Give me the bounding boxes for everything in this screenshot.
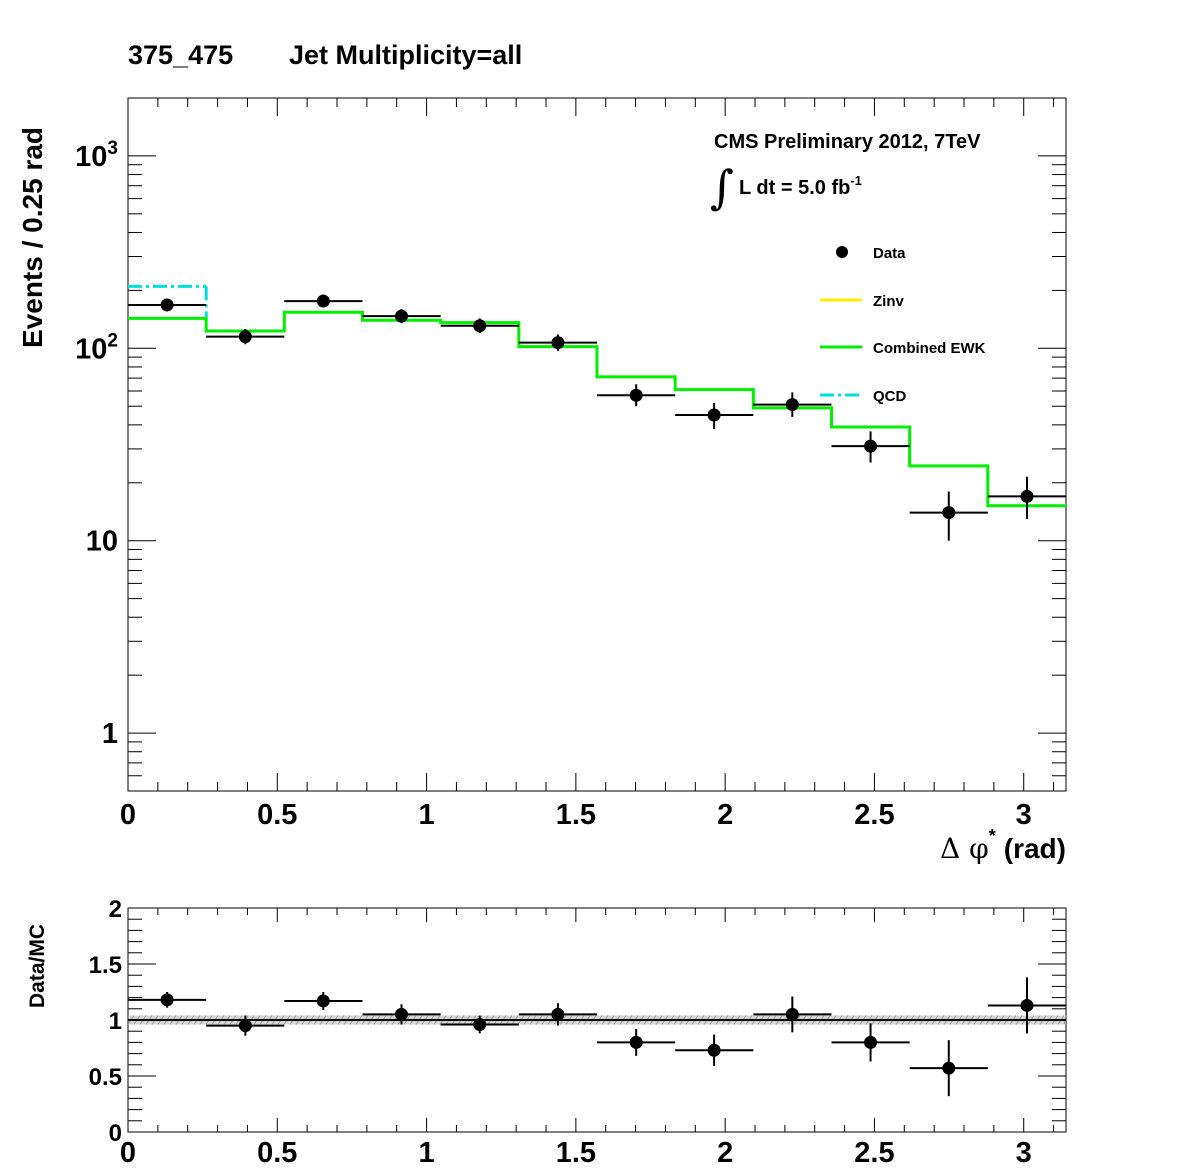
main-x-tick-label: 2.5 xyxy=(854,799,894,831)
ratio-y-tick-label: 0.5 xyxy=(89,1064,122,1091)
legend-ewk-label: Combined EWK xyxy=(873,340,986,357)
ratio-point xyxy=(316,994,330,1008)
ratio-y-tick-label: 1 xyxy=(109,1008,122,1035)
data-point xyxy=(394,309,408,323)
main-y-tick-labels: 1 10 102 103 xyxy=(75,138,118,750)
ratio-x-tick-label: 1.5 xyxy=(556,1137,596,1169)
experiment-label: CMS Preliminary 2012, 7TeV xyxy=(714,131,981,153)
ratio-x-tick-label: 0.5 xyxy=(257,1137,297,1169)
ratio-x-tick-labels: 0 0.5 1 1.5 2 2.5 3 xyxy=(120,1137,1032,1169)
ratio-point xyxy=(707,1043,721,1057)
ratio-point xyxy=(942,1061,956,1075)
data-point xyxy=(551,336,565,350)
integral-symbol: ∫ xyxy=(710,160,734,214)
ratio-x-tick-label: 0 xyxy=(120,1137,136,1169)
legend-qcd-label: QCD xyxy=(873,388,907,405)
ratio-point xyxy=(629,1035,643,1049)
main-x-tick-label: 1 xyxy=(419,799,435,831)
main-y-tick-label: 102 xyxy=(75,330,118,365)
ratio-y-tick-labels: 0 0.5 1 1.5 2 xyxy=(89,896,122,1147)
data-point xyxy=(942,506,956,520)
main-y-tick-label: 10 xyxy=(86,526,118,558)
luminosity-text: L dt = 5.0 fb xyxy=(739,177,850,199)
data-point xyxy=(785,398,799,412)
legend-data-marker xyxy=(836,246,848,258)
luminosity-label: L dt = 5.0 fb-1 xyxy=(739,173,862,199)
ratio-point xyxy=(238,1019,252,1033)
main-x-tick-label: 0 xyxy=(120,799,136,831)
chart-title-bin: 375_475 xyxy=(128,40,233,70)
ratio-series-layer xyxy=(128,977,1066,1097)
data-point xyxy=(1020,489,1034,503)
luminosity-exponent: -1 xyxy=(850,173,862,188)
legend-data-label: Data xyxy=(873,245,906,262)
ratio-x-tick-label: 1 xyxy=(419,1137,435,1169)
ratio-point xyxy=(473,1017,487,1031)
x-axis-symbol: Δ φ xyxy=(940,832,989,865)
main-x-tick-label: 1.5 xyxy=(556,799,596,831)
ratio-y-tick-label: 1.5 xyxy=(89,952,122,979)
main-plot-frame xyxy=(127,97,1067,792)
ratio-point xyxy=(551,1007,565,1021)
main-x-tick-label: 2 xyxy=(717,799,733,831)
main-x-tick-label: 0.5 xyxy=(257,799,297,831)
ratio-x-tick-label: 3 xyxy=(1016,1137,1032,1169)
legend: Data Zinv Combined EWK QCD xyxy=(820,245,986,405)
data-point xyxy=(160,298,174,312)
ratio-point xyxy=(394,1007,408,1021)
data-point xyxy=(473,319,487,333)
main-series-layer xyxy=(128,284,1066,541)
main-x-tick-labels: 0 0.5 1 1.5 2 2.5 3 xyxy=(120,799,1032,831)
ratio-point xyxy=(785,1007,799,1021)
chart-title-selection: Jet Multiplicity=all xyxy=(289,40,522,70)
data-point xyxy=(864,439,878,453)
main-y-tick-label: 103 xyxy=(75,138,118,173)
data-point xyxy=(238,330,252,344)
main-x-tick-label: 3 xyxy=(1016,799,1032,831)
ratio-y-tick-label: 0 xyxy=(109,1120,122,1147)
combined-ewk-histogram xyxy=(128,310,1066,508)
data-point xyxy=(629,388,643,402)
main-y-axis-label: Events / 0.25 rad xyxy=(17,127,48,348)
legend-zinv-label: Zinv xyxy=(873,293,904,310)
ratio-x-tick-label: 2 xyxy=(717,1137,733,1169)
data-point xyxy=(707,408,721,422)
x-axis-unit: (rad) xyxy=(1004,833,1066,864)
ratio-y-tick-label: 2 xyxy=(109,896,122,923)
x-axis-superscript: * xyxy=(989,826,996,846)
data-point xyxy=(316,294,330,308)
main-x-axis-label: Δ φ* (rad) xyxy=(940,826,1066,865)
ratio-y-axis-label: Data/MC xyxy=(26,924,49,1008)
ratio-axis-ticks xyxy=(127,907,1066,1133)
ratio-x-tick-label: 2.5 xyxy=(854,1137,894,1169)
main-y-tick-label: 1 xyxy=(102,718,118,750)
ratio-point xyxy=(864,1035,878,1049)
ratio-point xyxy=(160,993,174,1007)
ratio-point xyxy=(1020,998,1034,1012)
main-axis-ticks xyxy=(127,97,1066,792)
